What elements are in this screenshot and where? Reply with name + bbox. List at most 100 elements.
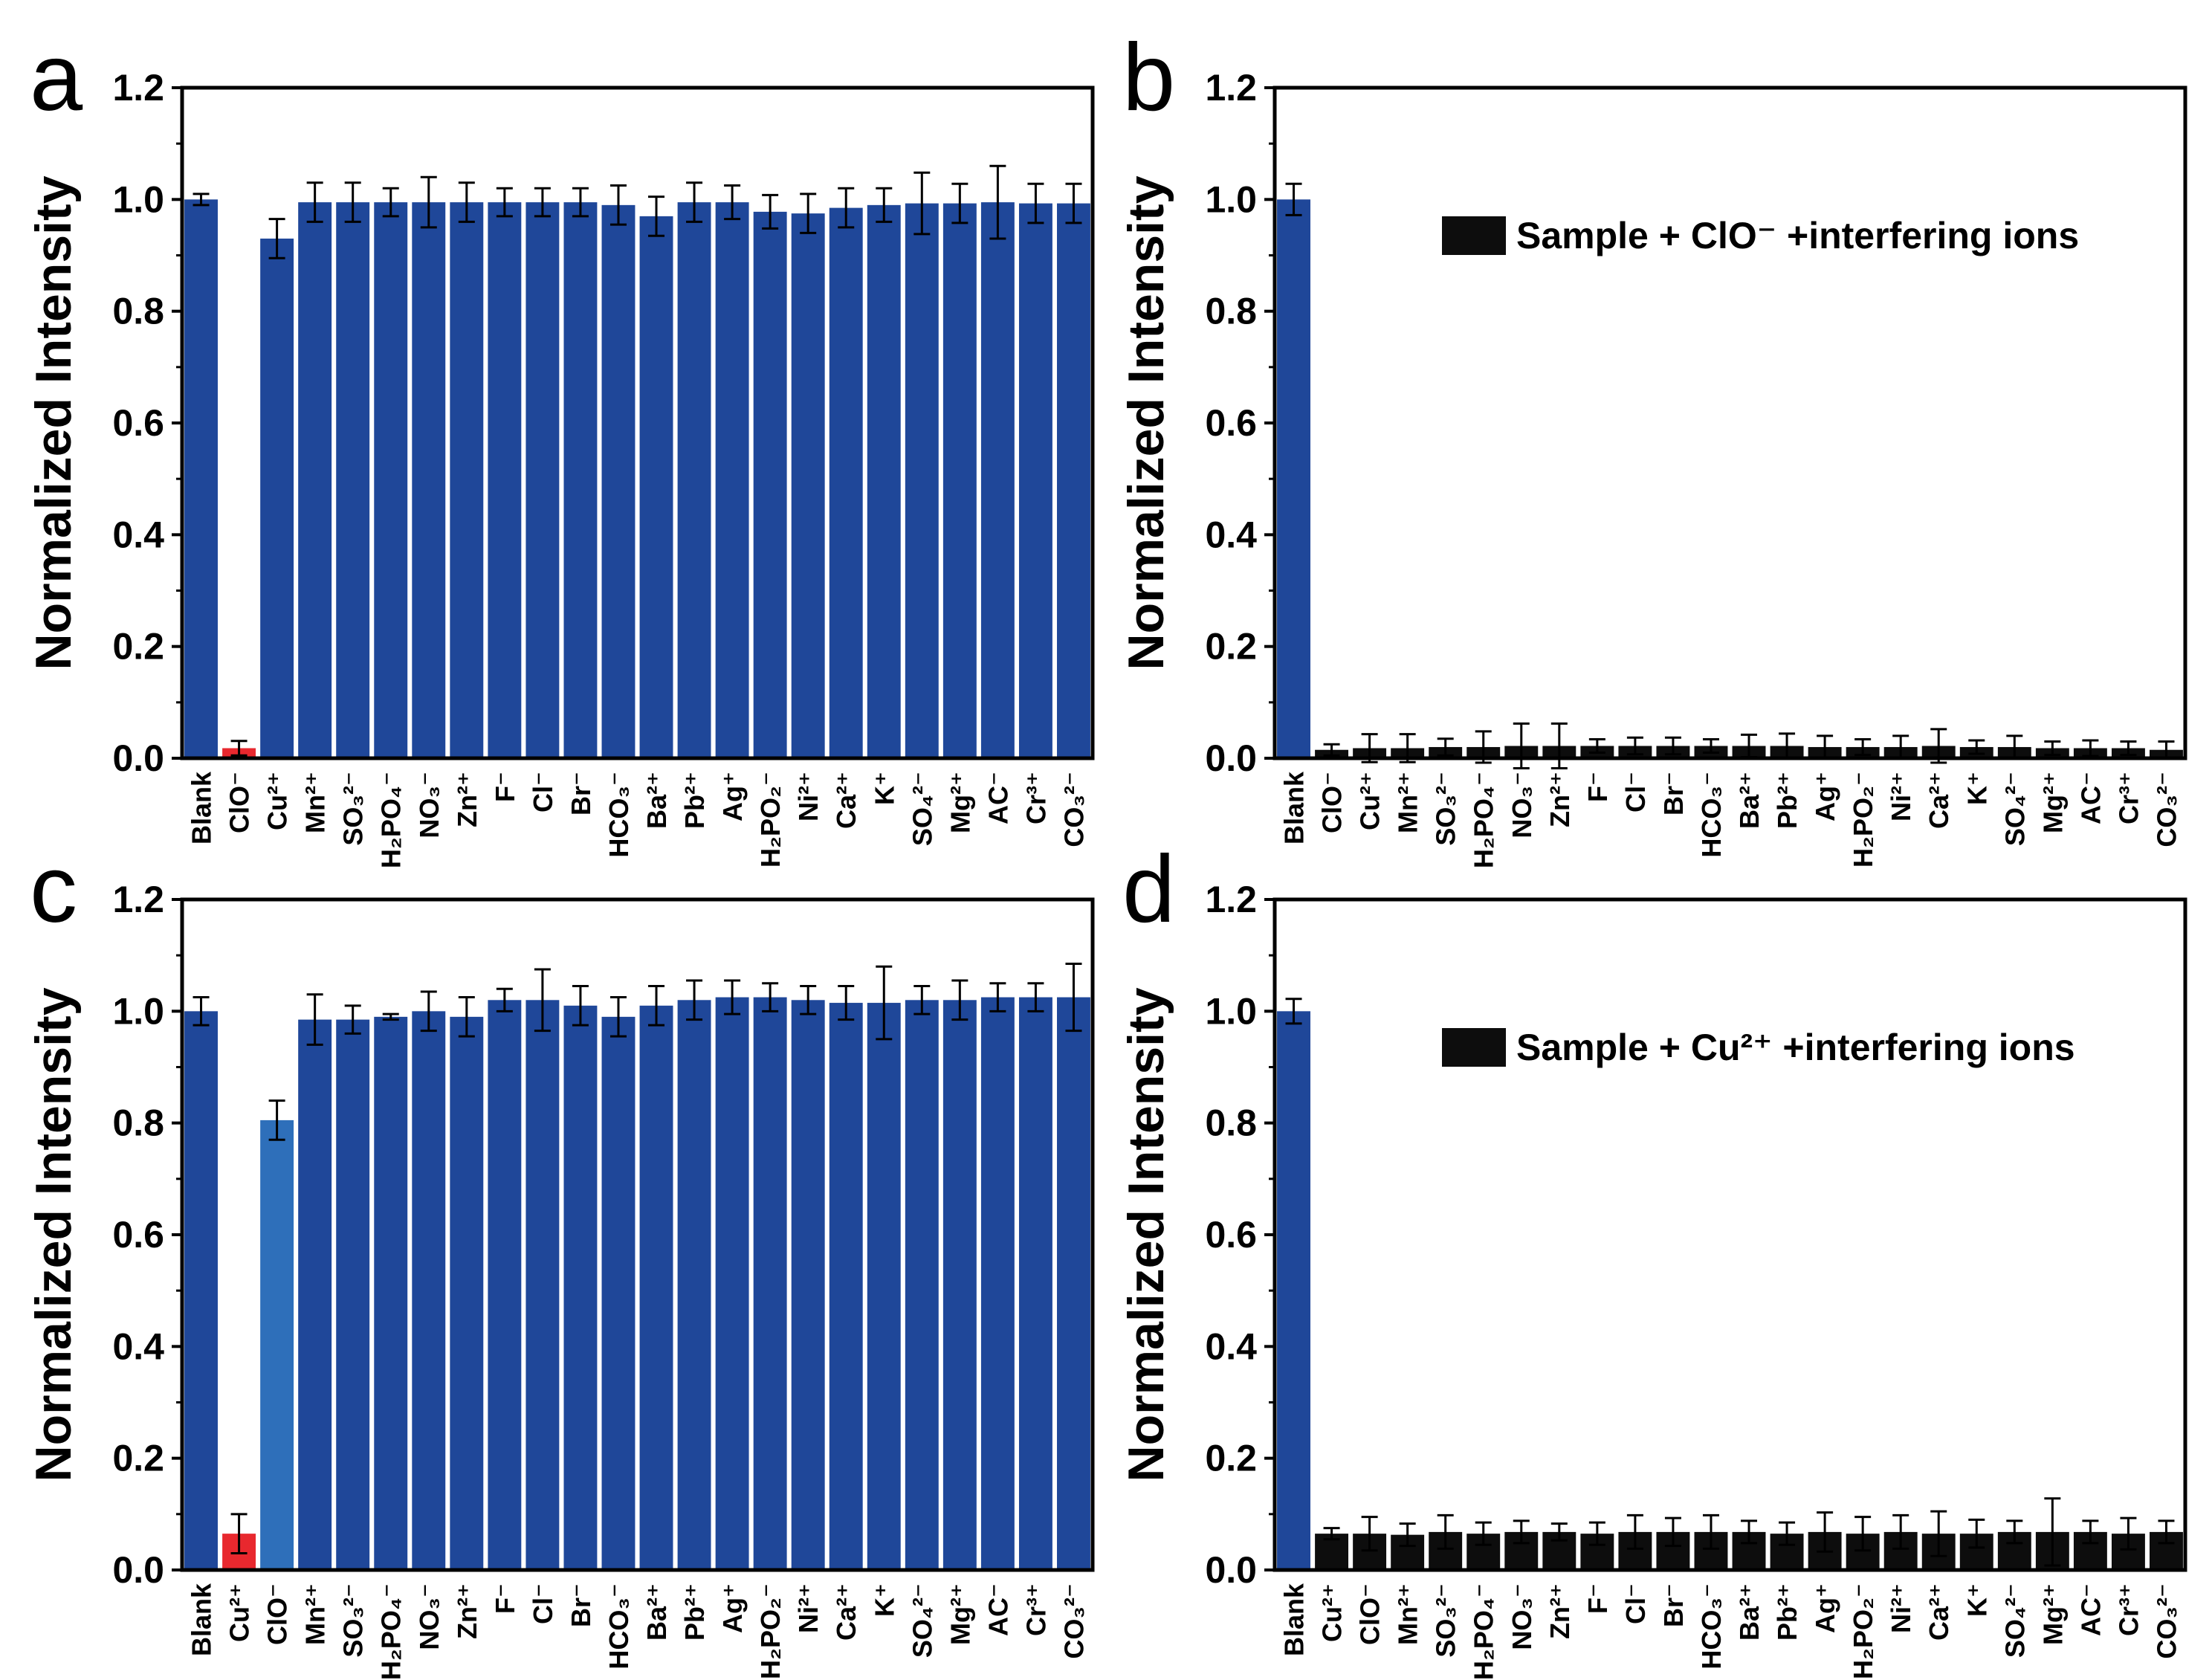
bar [715,997,749,1570]
x-category-label: H₂PO₄⁻ [1469,772,1499,868]
x-category-label: CO₃²⁻ [2151,772,2182,847]
x-category-label: Br⁻ [566,1583,596,1627]
x-category-label: Zn²⁺ [1545,772,1575,827]
y-tick-label: 0.4 [112,1325,164,1367]
x-category-label: Mg²⁺ [2037,1583,2068,1645]
x-category-label: H₂PO₄⁻ [1469,1583,1499,1680]
x-category-label: SO₄²⁻ [1999,1583,2030,1658]
x-category-label: Ca²⁺ [1924,1583,1954,1641]
x-category-label: Ba²⁺ [641,772,672,829]
y-tick-label: 0.4 [1205,1325,1257,1367]
x-category-label: K⁺ [1962,772,1992,805]
x-category-label: AC⁻ [983,1583,1013,1636]
bar [942,1000,977,1570]
x-category-label: Cr³⁺ [2113,1583,2144,1636]
x-category-label: Cu²⁺ [224,1583,255,1642]
x-category-label: H₂PO₂⁻ [755,772,786,868]
x-category-label: Ba²⁺ [1734,772,1765,829]
bar [525,202,560,758]
x-category-label: SO₄²⁻ [907,772,937,846]
x-category-label: AC⁻ [2075,1583,2106,1636]
bar [867,1003,901,1570]
x-category-label: Cl⁻ [1620,772,1651,812]
x-category-label: NO₃⁻ [1507,1583,1537,1650]
bar [639,1005,673,1570]
legend-swatch [1442,1028,1506,1067]
x-category-label: ClO⁻ [262,1583,293,1645]
x-category-label: NO₃⁻ [414,1583,444,1650]
x-category-label: SO₃²⁻ [1431,772,1461,846]
x-category-label: HCO₃⁻ [1696,772,1727,858]
y-tick-label: 0.2 [112,626,164,668]
x-category-label: Blank [187,1583,217,1656]
x-category-label: F⁻ [1582,1583,1613,1614]
x-category-label: AC⁻ [983,772,1013,824]
bar [450,1016,484,1570]
bar [184,1011,218,1570]
x-category-label: Br⁻ [1658,1583,1689,1627]
x-category-label: Zn²⁺ [452,772,482,827]
x-category-label: HCO₃⁻ [1696,1583,1727,1670]
x-category-label: K⁺ [1962,1583,1992,1617]
y-tick-label: 0.6 [112,402,164,444]
y-tick-label: 0.8 [1205,291,1257,332]
bar [829,1003,863,1570]
x-category-label: Ni²⁺ [1886,1583,1916,1633]
x-category-label: Mn²⁺ [1393,1583,1423,1645]
x-category-label: CO₃²⁻ [2151,1583,2182,1659]
y-tick-label: 0.2 [1205,1438,1257,1479]
x-category-label: F⁻ [490,772,520,802]
x-category-label: Mg²⁺ [945,1583,975,1645]
panel-a: a 0.0 0.2 0.4 0.6 0.8 1.0 1.2 Normalized Intensi… [25,25,1095,868]
x-category-label: Blank [187,771,217,844]
bar [488,202,522,758]
y-axis-title: Normalized Intensity [25,987,82,1482]
x-category-label: NO₃⁻ [1507,772,1537,839]
bar [601,204,636,759]
y-tick-label: 0.2 [112,1438,164,1479]
x-category-label: K⁺ [869,1583,899,1617]
x-category-label: Ag⁺ [717,772,748,821]
x-category-label: Cl⁻ [528,772,558,812]
y-tick-label: 0.0 [112,737,164,779]
bar [905,203,939,759]
bar [677,202,711,758]
bar [1277,199,1310,758]
y-axis-title: Normalized Intensity [25,175,82,670]
x-category-label: K⁺ [869,772,899,805]
bar [374,1016,408,1570]
y-tick-label: 0.2 [1205,626,1257,668]
y-tick-label: 0.6 [1205,1214,1257,1256]
y-axis-title: Normalized Intensity [1118,987,1174,1482]
x-category-label: SO₃²⁻ [338,772,369,846]
x-category-label: Blank [1279,1583,1310,1656]
bar [867,204,901,759]
bar [829,207,863,758]
bar [298,1019,332,1570]
y-tick-label: 0.6 [1205,402,1257,444]
x-category-label: H₂PO₂⁻ [755,1583,786,1679]
x-category-label: Cu²⁺ [1355,772,1385,830]
panel-d: d 0.0 0.2 0.4 0.6 0.8 1.0 1.2 Normalized Intensi… [1118,836,2187,1680]
x-category-label: Cr³⁺ [1021,1583,1051,1636]
bar [412,202,446,758]
bar [260,1120,294,1570]
x-category-label: Ni²⁺ [793,772,824,821]
y-tick-label: 0.4 [112,514,164,555]
x-category-label: H₂PO₄⁻ [376,772,407,868]
bar [563,202,598,758]
y-tick-label: 1.2 [112,67,164,109]
x-category-label: Mg²⁺ [945,772,975,833]
x-category-label: Zn²⁺ [452,1583,482,1639]
x-category-label: Mn²⁺ [300,772,331,833]
bar [1277,1011,1310,1570]
x-category-label: F⁻ [1582,772,1613,802]
y-tick-label: 1.0 [112,178,164,220]
bar [184,199,218,758]
x-category-label: H₂PO₂⁻ [1848,1583,1878,1679]
bar [791,213,825,758]
y-tick-label: 0.6 [112,1214,164,1256]
y-tick-label: 1.2 [1205,879,1257,920]
x-category-label: CO₃²⁻ [1058,1583,1089,1659]
x-category-label: HCO₃⁻ [604,1583,634,1670]
